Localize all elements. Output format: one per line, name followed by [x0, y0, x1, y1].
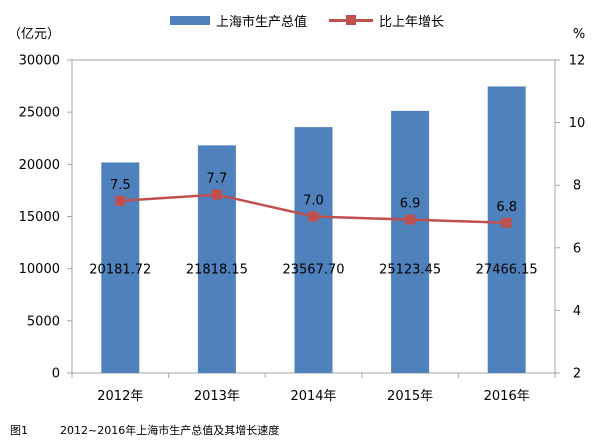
bar-value-label: 23567.70: [282, 263, 344, 278]
bar-value-label: 27466.15: [476, 263, 538, 278]
growth-marker-2014: [308, 211, 319, 222]
figure-caption-text: 2012~2016年上海市生产总值及其增长速度: [60, 424, 280, 437]
growth-marker-2016: [501, 217, 512, 228]
left-axis-tick-label: 20000: [19, 158, 60, 173]
growth-marker-2015: [405, 214, 416, 225]
growth-line-group: [115, 189, 512, 228]
x-axis-tick-label: 2015年: [387, 389, 433, 404]
data-labels-group: 20181.72 21818.15 23567.70 25123.45 27466.15…: [89, 172, 537, 278]
left-axis-tick-label: 30000: [19, 54, 60, 69]
bar-value-label: 20181.72: [89, 263, 151, 278]
bar-2015: [391, 110, 430, 374]
bar-2014: [294, 127, 333, 374]
right-axis-tick-label: 6: [573, 241, 581, 256]
figure-number: 图1: [10, 424, 28, 437]
left-axis-tick-label: 0: [52, 367, 60, 382]
right-axis-tick-label: 10: [569, 116, 586, 131]
legend-swatch-growth: [329, 14, 374, 26]
growth-marker-2013: [211, 189, 222, 200]
bars-group: [101, 86, 526, 374]
x-axis-tick-label: 2014年: [290, 389, 336, 404]
growth-value-label: 7.5: [110, 178, 131, 193]
right-axis-unit-label: %: [573, 27, 585, 42]
bar-2013: [197, 145, 236, 373]
bar-value-label: 21818.15: [186, 263, 248, 278]
axes-group: 0 5000 10000 15000 20000 25000 30000 （亿元） 2 4 6 8 10…: [8, 27, 585, 404]
left-axis-tick-label: 15000: [19, 210, 60, 225]
growth-value-label: 7.0: [303, 194, 324, 209]
growth-value-label: 6.8: [496, 200, 517, 215]
right-axis-tick-label: 4: [573, 304, 581, 319]
figure-caption: 图1 2012~2016年上海市生产总值及其增长速度: [10, 422, 279, 438]
right-axis-tick-label: 12: [569, 54, 586, 69]
left-axis-tick-label: 5000: [27, 314, 60, 329]
legend-label-growth: 比上年增长: [379, 14, 445, 30]
legend-swatch-gdp: [170, 15, 210, 25]
legend-label-gdp: 上海市生产总值: [216, 14, 308, 30]
chart-legend: 上海市生产总值 比上年增长: [170, 10, 466, 30]
right-axis-tick-label: 2: [573, 367, 581, 382]
growth-value-label: 6.9: [400, 197, 421, 212]
growth-marker-2012: [115, 195, 126, 206]
bar-2016: [487, 86, 526, 374]
legend-item-growth: 比上年增长: [329, 11, 444, 30]
x-axis-tick-label: 2013年: [194, 389, 240, 404]
x-axis-tick-label: 2016年: [484, 389, 530, 404]
bar-value-label: 25123.45: [379, 263, 441, 278]
left-axis-tick-label: 10000: [19, 262, 60, 277]
right-axis-tick-label: 8: [573, 179, 581, 194]
left-axis-tick-label: 25000: [19, 106, 60, 121]
growth-value-label: 7.7: [207, 172, 228, 187]
legend-square-marker: [346, 15, 357, 25]
legend-item-gdp: 上海市生产总值: [170, 11, 307, 30]
x-axis-tick-label: 2012年: [97, 389, 143, 404]
left-axis-unit-label: （亿元）: [8, 27, 60, 42]
